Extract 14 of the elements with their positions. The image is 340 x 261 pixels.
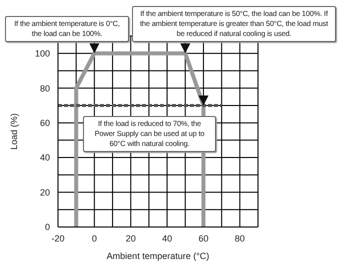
x-axis-title: Ambient temperature (°C) <box>106 251 210 261</box>
x-tick-label: 0 <box>92 233 97 244</box>
x-tick-label: 40 <box>162 233 172 244</box>
y-tick-label: 40 <box>40 152 50 163</box>
y-tick-label: 20 <box>40 187 50 198</box>
x-tick-label: 80 <box>234 233 245 244</box>
y-tick-label: 60 <box>40 118 50 128</box>
y-axis-title: Load (%) <box>9 113 20 150</box>
y-tick-label: 100 <box>34 48 50 59</box>
y-tick-label: 80 <box>40 83 50 94</box>
x-tick-label: 60 <box>198 233 208 244</box>
y-tick-label: 0 <box>44 222 50 232</box>
x-tick-label: 20 <box>126 233 136 244</box>
x-tick-label: -20 <box>51 233 65 244</box>
